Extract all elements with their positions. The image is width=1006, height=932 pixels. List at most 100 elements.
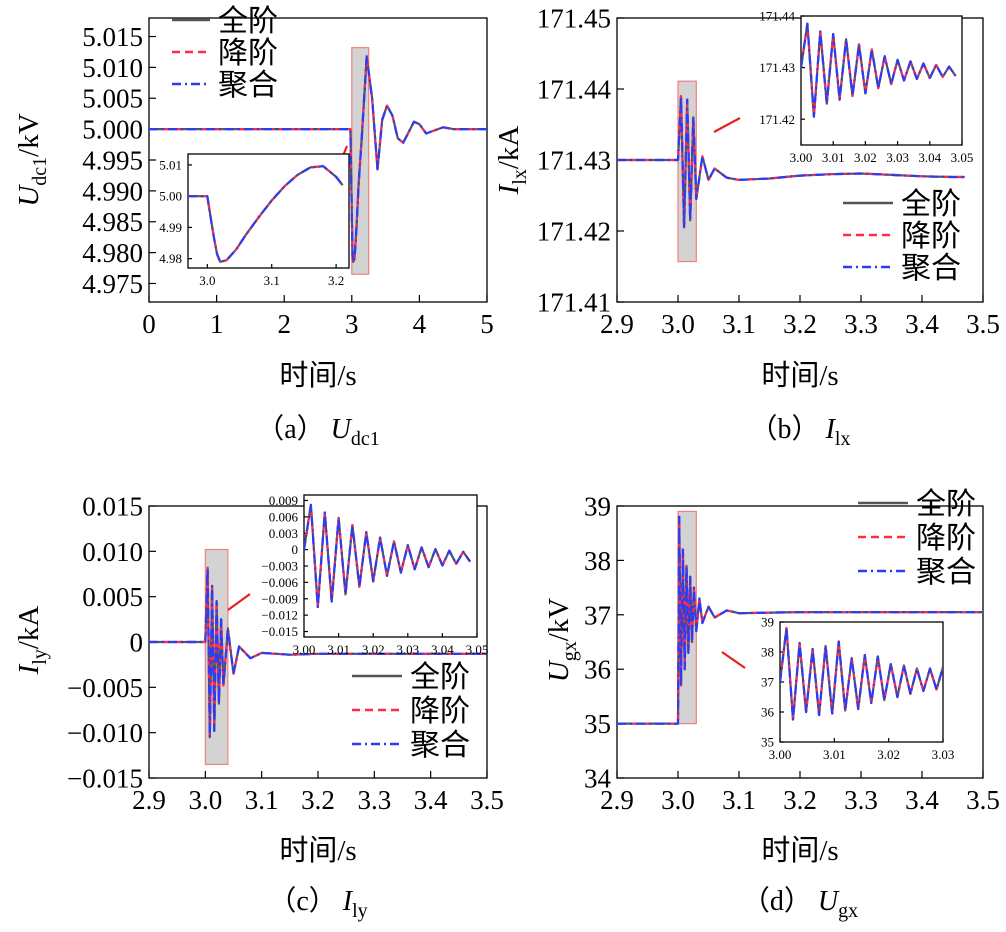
panel-a-ylabel-var: U xyxy=(13,184,45,207)
panel-c-caption-var: I xyxy=(342,886,354,917)
panel-b-main-ytick-label: 171.43 xyxy=(537,145,611,175)
panel-b-inset-xtick-label: 3.01 xyxy=(822,150,845,165)
panel-b-inset-xtick-label: 3.00 xyxy=(790,150,813,165)
panel-a-main-xtick-label: 4 xyxy=(413,309,427,339)
panel-c-main-xtick-label: 2.9 xyxy=(132,785,166,815)
panel-d-caption-var: U xyxy=(818,886,840,917)
panel-d-inset-series-reduced xyxy=(780,626,943,721)
panel-d-inset-xtick-label: 3.00 xyxy=(769,747,792,762)
panel-a-inset-ytick-label: 4.99 xyxy=(159,220,182,235)
panel-c-inset-xtick-label: 3.04 xyxy=(431,642,454,657)
panel-d-main-xtick-label: 2.9 xyxy=(600,785,634,815)
panel-b-caption-letter: （b） xyxy=(750,413,820,445)
panel-d-main-xtick-label: 3.5 xyxy=(966,785,1000,815)
panel-b-zoom-pointer xyxy=(713,117,741,133)
panel-c-legend-label: 全阶 xyxy=(410,661,470,694)
panel-b-caption: （b） Ilx xyxy=(750,413,851,450)
panel-c-xlabel: 时间/s xyxy=(279,834,356,867)
panel-d-legend-label: 全阶 xyxy=(916,488,976,521)
panel-d-ylabel-unit: /kV xyxy=(543,598,575,642)
panel-c-ylabel: Ily/kA xyxy=(13,606,51,676)
panel-b-inset-frame xyxy=(800,15,963,146)
panel-a-main-ytick-label: 5.005 xyxy=(82,84,143,114)
panel-a-legend-label: 降阶 xyxy=(218,37,278,70)
panel-d-caption: （d） Ugx xyxy=(742,885,858,922)
panel-c-inset-ytick-label: −0.015 xyxy=(261,624,298,639)
panel-c-main-ytick-label: 0.005 xyxy=(82,582,143,612)
panel-c-inset-ytick-label: −0.009 xyxy=(261,591,298,606)
panel-c-inset-ytick-label: −0.003 xyxy=(261,559,298,574)
panel-c-main-xtick-label: 3.1 xyxy=(245,785,279,815)
panel-c-inset-xtick-label: 3.01 xyxy=(327,642,350,657)
panel-b-main-ytick-label: 171.44 xyxy=(537,74,612,104)
panel-b-main-xtick-label: 3.4 xyxy=(905,309,939,339)
panel-b-main-series-aggregated xyxy=(617,94,965,229)
panel-b-main-ytick-label: 171.41 xyxy=(537,287,611,317)
panel-d-ylabel-var: U xyxy=(543,659,575,682)
panel-c-caption-sub: ly xyxy=(352,900,368,922)
panel-c-main-ytick-label: 0.010 xyxy=(82,537,143,567)
panel-d-main-ytick-label: 35 xyxy=(584,709,611,739)
panel-b-inset-xtick-label: 3.05 xyxy=(951,150,974,165)
panel-b-inset-ytick-label: 171.43 xyxy=(759,60,795,75)
panel-c-main-xtick-label: 3.0 xyxy=(188,785,222,815)
panel-b-inset-ytick-label: 171.44 xyxy=(759,9,795,24)
panel-a-caption: （a） Udc1 xyxy=(256,413,380,450)
panel-b-main-xtick-label: 3.2 xyxy=(783,309,817,339)
panel-a-main-xtick-label: 1 xyxy=(210,309,224,339)
panel-c-ylabel-var: I xyxy=(13,663,45,675)
panel-a-inset-ytick-label: 5.00 xyxy=(159,189,182,204)
panel-c-main-xtick-label: 3.4 xyxy=(414,785,448,815)
panel-b-inset-xtick-label: 3.02 xyxy=(854,150,877,165)
panel-d-xlabel: 时间/s xyxy=(761,834,838,867)
panel-c-main-ytick-label: 0.015 xyxy=(82,491,143,521)
panel-d-main-ytick-label: 36 xyxy=(584,655,611,685)
panel-d-caption-letter: （d） xyxy=(742,885,812,917)
panel-a-inset-series-aggregated xyxy=(188,165,344,263)
panel-c-legend-label: 聚合 xyxy=(410,729,470,762)
panel-b-ylabel-var: I xyxy=(493,183,525,195)
panel-d-main-ytick-label: 38 xyxy=(584,546,611,576)
panel-b-xlabel: 时间/s xyxy=(761,359,838,392)
panel-d-legend-label: 降阶 xyxy=(916,522,976,555)
panel-c-ylabel-unit: /kA xyxy=(13,606,45,650)
panel-a: 0 1 2 3 4 54.9754.9804.9854.9904.9955.0005.00… xyxy=(13,5,494,450)
panel-c-inset-xtick-label: 3.00 xyxy=(293,642,316,657)
panel-b-caption-sub: lx xyxy=(835,428,851,450)
panel-b-inset-ytick-label: 171.42 xyxy=(759,112,795,127)
panel-a-main-xtick-label: 5 xyxy=(480,309,494,339)
panel-a-ylabel-sub: dc1 xyxy=(29,157,51,186)
panel-a-main-ytick-label: 4.985 xyxy=(82,207,143,237)
panel-c-inset-xtick-label: 3.05 xyxy=(466,642,489,657)
panel-c-inset-series-aggregated xyxy=(304,503,471,609)
panel-d-inset-xtick-label: 3.03 xyxy=(932,747,955,762)
panel-d-inset-ytick-label: 37 xyxy=(761,675,775,690)
panel-c-main-ytick-label: −0.010 xyxy=(67,718,143,748)
panel-a-main-ytick-label: 5.000 xyxy=(82,115,143,145)
panel-a-inset-frame xyxy=(187,153,350,269)
panel-c-legend-label: 降阶 xyxy=(410,695,470,728)
panel-b-inset-xtick-label: 3.04 xyxy=(918,150,941,165)
panel-a-inset-ytick-label: 5.01 xyxy=(159,157,182,172)
panel-c-main-ytick-label: −0.005 xyxy=(67,673,143,703)
panel-a-caption-sub: dc1 xyxy=(351,428,380,450)
panel-d-inset-ytick-label: 36 xyxy=(761,705,775,720)
panel-c-caption: （c） Ily xyxy=(268,885,367,922)
panel-d-main-ytick-label: 37 xyxy=(584,600,611,630)
panel-b-main-ytick-label: 171.45 xyxy=(537,3,611,33)
panel-c-zoom-pointer xyxy=(227,593,251,611)
panel-b: 2.9 3.0 3.1 3.2 3.3 3.4 3.5 171.41 171.42 171.43 1… xyxy=(493,3,1000,450)
panel-b-main-xtick-label: 3.0 xyxy=(661,309,695,339)
panel-a-inset-ytick-label: 4.98 xyxy=(159,251,182,266)
panel-c: 2.9 3.0 3.1 3.2 3.3 3.4 3.5 −0.015 −0.010 −0.005 0… xyxy=(13,491,504,922)
panel-d-main-series-reduced xyxy=(617,515,983,725)
panel-a-inset-xtick-label: 3.0 xyxy=(199,273,215,288)
panel-a-inset-bg xyxy=(188,154,349,268)
panel-d-main-xtick-label: 3.4 xyxy=(905,785,939,815)
panel-a-main-ytick-label: 5.010 xyxy=(82,53,143,83)
panel-b-inset-series-aggregated xyxy=(801,22,957,118)
panel-a-main-ytick-label: 5.015 xyxy=(82,22,143,52)
panel-a-main-ytick-label: 4.975 xyxy=(82,269,143,299)
panel-c-inset-ytick-label: 0.009 xyxy=(269,493,298,508)
panel-a-main-series-aggregated xyxy=(149,55,487,263)
